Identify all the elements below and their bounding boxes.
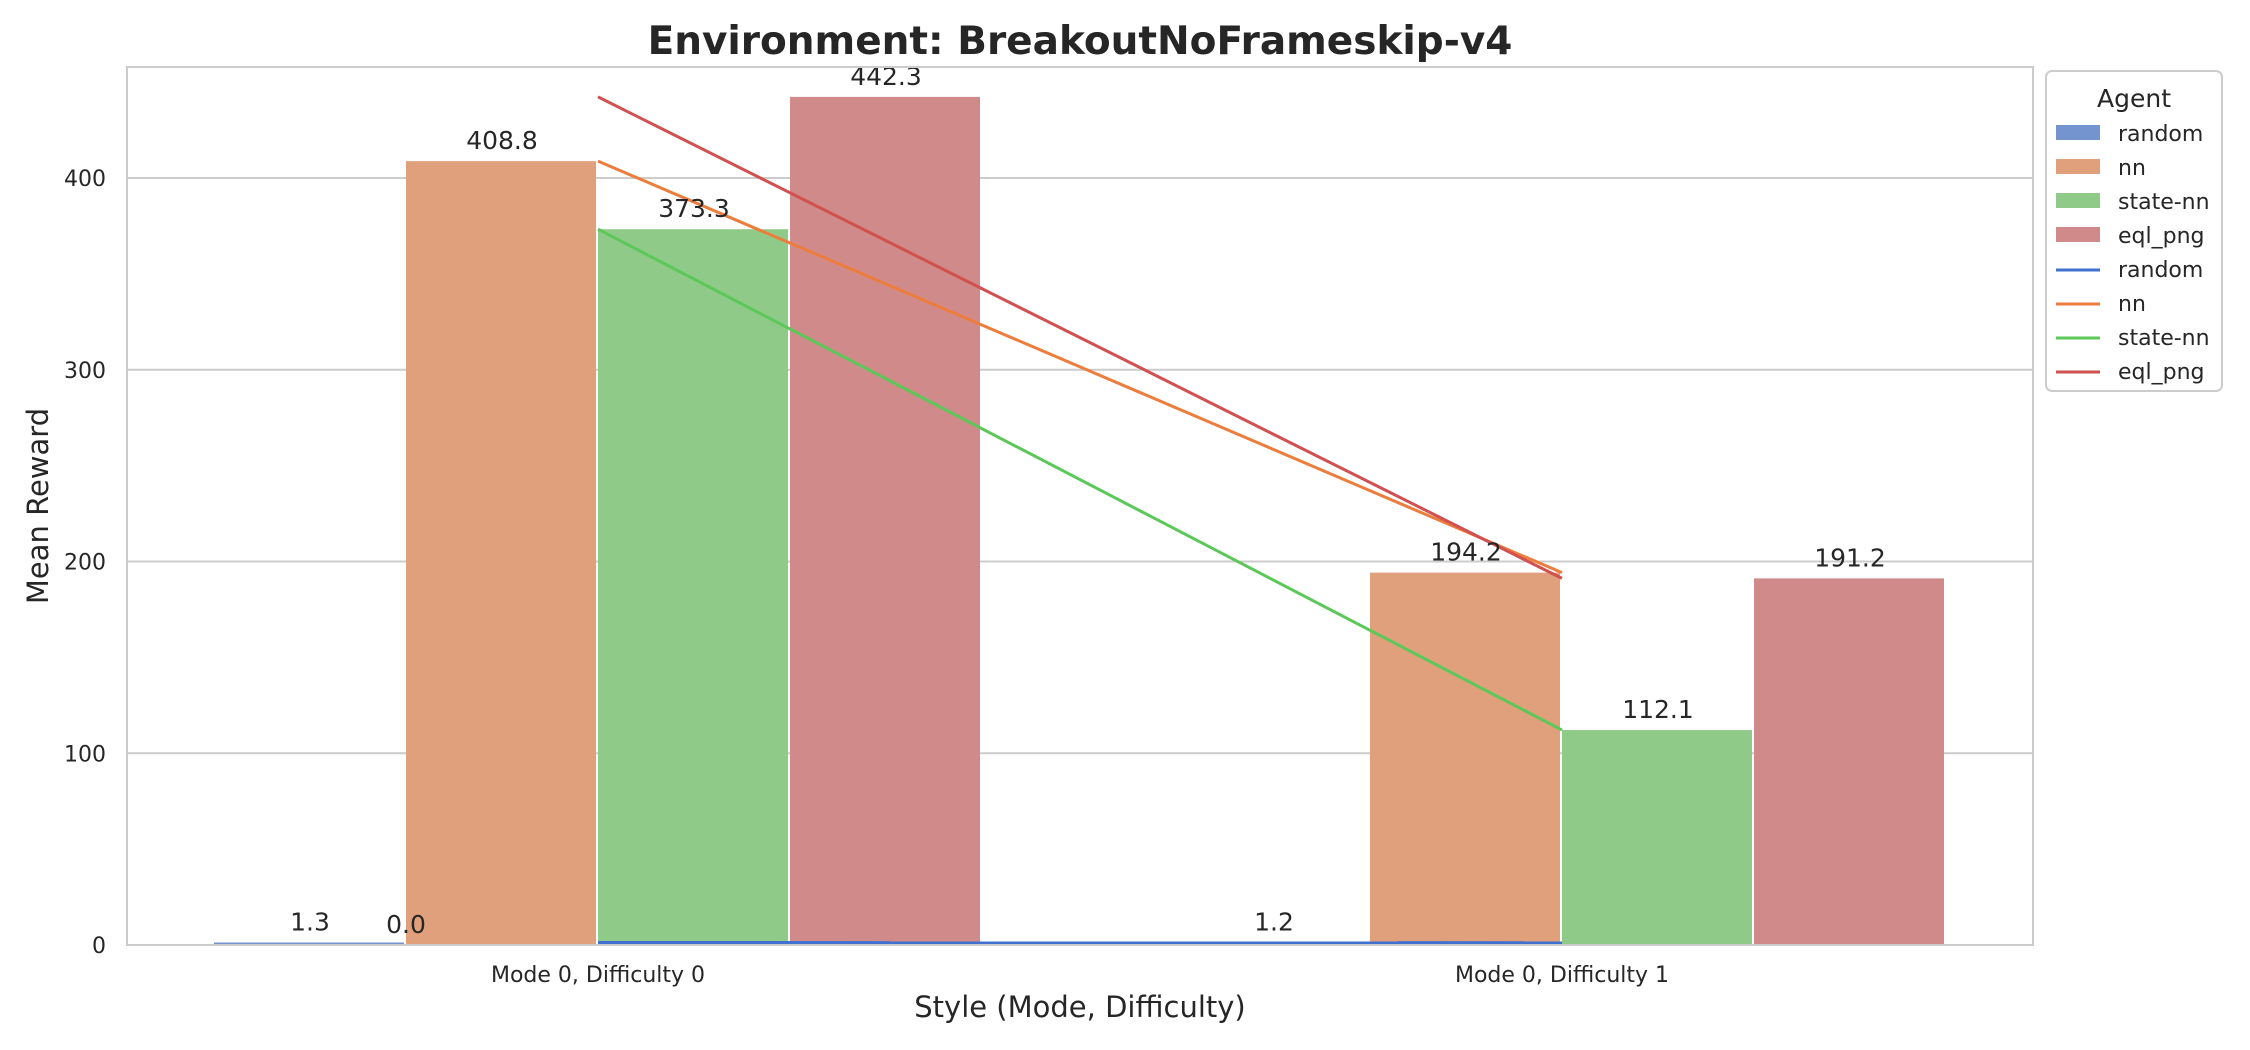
legend-title: Agent	[2097, 84, 2171, 113]
line-state-nn	[597, 227, 1563, 732]
y-tick-label: 200	[64, 551, 106, 576]
line-nn	[597, 159, 1563, 575]
y-axis-ticks: 0 100 200 300 400	[64, 167, 106, 959]
bar-value-label: 194.2	[1430, 538, 1502, 567]
y-tick-label: 400	[64, 167, 106, 192]
legend: Agent randomnnstate-nneql_pngrandomnnsta…	[2045, 70, 2223, 392]
bar-random	[214, 942, 404, 945]
y-tick-label: 0	[92, 934, 106, 959]
bar-eql_png	[790, 96, 980, 945]
bars	[214, 96, 1944, 946]
plot-frame	[126, 66, 2034, 946]
y-tick-label: 300	[64, 359, 106, 384]
y-tick-label: 100	[64, 742, 106, 767]
legend-frame	[2045, 70, 2223, 392]
bar-value-label: 112.1	[1622, 695, 1694, 724]
bar-state-nn	[598, 229, 788, 945]
legend-swatch-bar	[2056, 227, 2100, 242]
legend-entry-label: random	[2118, 122, 2203, 147]
legend-entry-label: nn	[2118, 292, 2146, 317]
bar-nn	[406, 161, 596, 946]
legend-entry-label: eql_png	[2118, 360, 2205, 385]
y-axis-label: Mean Reward	[21, 408, 55, 604]
bar-state-nn	[1562, 730, 1752, 945]
legend-entry-label: nn	[2118, 156, 2146, 181]
legend-swatch-bar	[2056, 193, 2100, 208]
x-tick-label: Mode 0, Difficulty 1	[1455, 963, 1669, 988]
legend-entry-label: state-nn	[2118, 190, 2210, 215]
bar-value-label: 373.3	[658, 194, 730, 223]
x-tick-label: Mode 0, Difficulty 0	[491, 963, 705, 988]
legend-entry-label: random	[2118, 258, 2203, 283]
chart-title: Environment: BreakoutNoFrameskip-v4	[648, 19, 1513, 64]
line-eql_png	[597, 95, 1563, 580]
bar-value-label: 408.8	[466, 126, 538, 155]
legend-swatch-bar	[2056, 159, 2100, 174]
legend-entry-label: eql_png	[2118, 224, 2205, 249]
x-axis-label: Style (Mode, Difficulty)	[914, 990, 1245, 1024]
legend-swatch-bar	[2056, 125, 2100, 140]
bar-value-label: 1.3	[290, 908, 330, 937]
x-axis-ticks: Mode 0, Difficulty 0 Mode 0, Difficulty 1	[491, 963, 1669, 988]
annotation-label: 0.0	[386, 910, 426, 939]
bar-eql_png	[1754, 578, 1944, 945]
bar-value-label: 1.2	[1254, 908, 1294, 937]
bar-nn	[1370, 572, 1560, 945]
bar-value-label: 191.2	[1814, 543, 1886, 572]
legend-entry-label: state-nn	[2118, 326, 2210, 351]
series-lines	[597, 95, 1563, 945]
